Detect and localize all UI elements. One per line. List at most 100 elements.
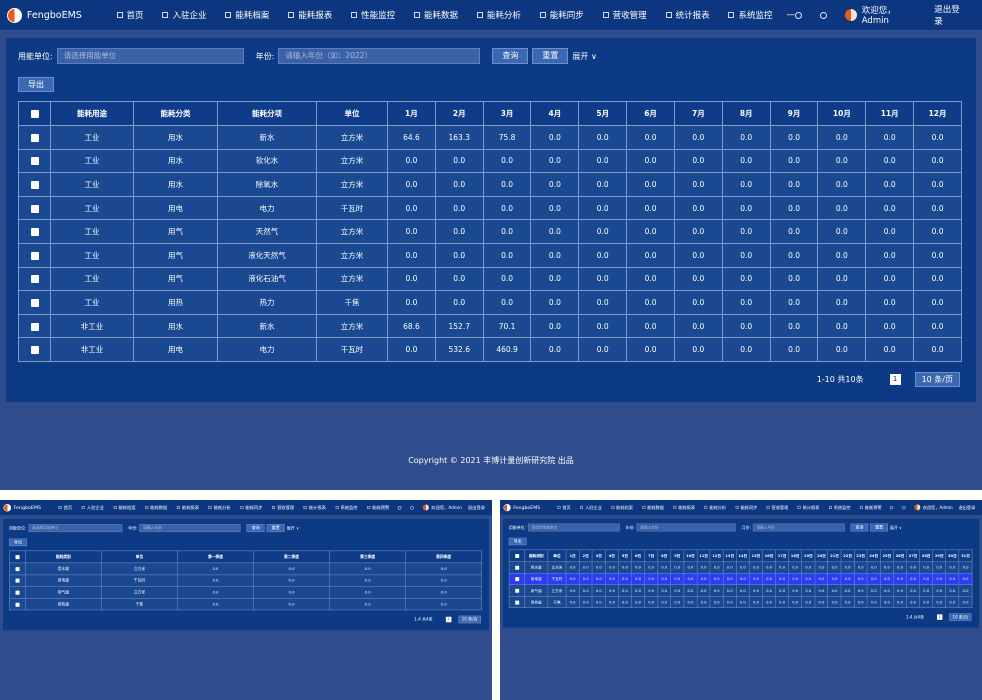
nav-item[interactable]: 能耗分析	[704, 504, 726, 510]
nav-item[interactable]: 能耗同步	[540, 9, 584, 21]
export-button[interactable]: 导出	[9, 538, 28, 547]
search-icon[interactable]	[794, 11, 802, 19]
page-number[interactable]: 1	[936, 614, 943, 620]
search-icon[interactable]	[889, 505, 894, 510]
header-cell	[508, 549, 526, 562]
nav-item[interactable]: 营收管理	[767, 504, 789, 510]
checkbox[interactable]	[30, 157, 39, 166]
cell: 0.0	[853, 596, 868, 609]
checkbox[interactable]	[514, 554, 519, 558]
nav-item[interactable]: 能耗档案	[114, 505, 136, 511]
nav-item[interactable]: 入驻企业	[580, 504, 602, 510]
checkbox[interactable]	[30, 180, 39, 189]
nav-item[interactable]: 入驻企业	[82, 505, 104, 511]
search-icon[interactable]	[397, 505, 402, 510]
header-cell: 单位	[101, 550, 178, 564]
nav-item[interactable]: 能耗同步	[736, 504, 757, 510]
filter-input[interactable]: 请选择用能单位	[28, 524, 123, 533]
filter-input[interactable]: 请选择用能单位	[527, 523, 620, 532]
bell-icon[interactable]	[410, 505, 414, 510]
page-size[interactable]: 10 条/页	[458, 615, 481, 624]
nav-item[interactable]: 统计报表	[304, 505, 326, 511]
checkbox[interactable]	[15, 555, 20, 560]
cell	[508, 584, 526, 597]
nav-more[interactable]: —	[786, 10, 795, 20]
nav-item[interactable]: 首页	[59, 505, 73, 511]
nav-item[interactable]: 能耗档案	[225, 9, 269, 21]
nav-item[interactable]: 能耗分析	[209, 505, 231, 511]
logout[interactable]: 退出登录	[934, 5, 960, 27]
checkbox[interactable]	[15, 578, 20, 583]
cell: 0.0	[736, 596, 750, 609]
expand-button[interactable]: 展开	[287, 525, 299, 531]
checkbox[interactable]	[30, 228, 39, 237]
search-button[interactable]: 查询	[850, 523, 869, 532]
checkbox[interactable]	[15, 602, 20, 607]
nav-item[interactable]: 能耗同步	[240, 505, 262, 511]
cell: 0.0	[673, 266, 723, 292]
export-button[interactable]: 导出	[18, 77, 54, 92]
checkbox[interactable]	[514, 565, 519, 570]
page-number[interactable]: 1	[445, 616, 452, 623]
expand-button[interactable]: 展开	[572, 51, 596, 62]
logo	[3, 503, 12, 512]
nav-item[interactable]: 首页	[117, 9, 144, 21]
bell-icon[interactable]	[902, 505, 906, 510]
reset-button[interactable]: 重置	[266, 524, 285, 533]
nav-item[interactable]: 性能监控	[351, 9, 395, 21]
nav-item[interactable]: 能耗档案	[611, 504, 633, 510]
nav-item[interactable]: 能耗报表	[673, 504, 695, 510]
nav-item[interactable]: 营收管理	[272, 505, 294, 511]
checkbox[interactable]	[30, 133, 39, 142]
nav-item[interactable]: 系统监控	[728, 9, 772, 21]
checkbox[interactable]	[30, 110, 39, 118]
checkbox[interactable]	[30, 346, 39, 355]
nav-item[interactable]: 能耗数据	[145, 505, 167, 511]
checkbox[interactable]	[15, 567, 20, 572]
page-number[interactable]: 1	[889, 374, 901, 386]
checkbox[interactable]	[30, 251, 39, 260]
reset-button[interactable]: 重置	[870, 523, 888, 532]
search-button[interactable]: 查询	[246, 524, 265, 533]
search-button[interactable]: 查询	[492, 48, 529, 64]
nav-item[interactable]: 统计报表	[798, 504, 820, 510]
filter-input[interactable]: 请输入月份	[752, 523, 845, 532]
filter-label: 用能单位:	[18, 51, 53, 61]
logout[interactable]: 退出登录	[958, 505, 976, 511]
expand-button[interactable]: 展开	[890, 525, 902, 530]
filter-input[interactable]: 请选择用能单位	[56, 48, 244, 64]
page-size[interactable]: 10 条/页	[949, 613, 972, 621]
filter-input[interactable]: 请输入年份	[636, 523, 736, 532]
checkbox[interactable]	[514, 588, 519, 593]
nav-item[interactable]: 入驻企业	[162, 9, 206, 21]
nav-item[interactable]: 能耗报表	[177, 505, 199, 511]
checkbox[interactable]	[514, 577, 519, 582]
checkbox[interactable]	[30, 322, 39, 331]
cell	[18, 313, 51, 339]
export-button[interactable]: 导出	[508, 537, 527, 546]
checkbox[interactable]	[30, 298, 39, 307]
table-row: 工业 用气 天然气 立方米 0.0 0.0 0.0 0.0 0.0 0.0 0.0 0.0 0.0 0.0…	[18, 219, 962, 244]
nav-item[interactable]: 能耗数据	[642, 504, 664, 510]
checkbox[interactable]	[30, 204, 39, 213]
filter-input[interactable]: 请输入年份	[139, 524, 241, 533]
page-size[interactable]: 10 条/页	[914, 372, 960, 388]
nav-item[interactable]: 能耗报表	[288, 9, 332, 21]
logout[interactable]: 退出登录	[467, 505, 485, 511]
nav-item[interactable]: 能耗分析	[477, 9, 521, 21]
checkbox[interactable]	[514, 600, 519, 605]
nav-item[interactable]: 能耗数据	[414, 9, 458, 21]
nav-item[interactable]: 系统监控	[336, 505, 358, 511]
bell-icon[interactable]	[819, 11, 827, 19]
nav-item[interactable]: 首页	[557, 504, 570, 510]
nav-item[interactable]: 系统监控	[829, 504, 851, 510]
nav-item[interactable]: 能耗预警	[860, 504, 882, 510]
filter-input[interactable]: 请输入年份（如：2022）	[278, 48, 481, 64]
nav-item[interactable]: 营收管理	[603, 9, 647, 21]
checkbox[interactable]	[15, 590, 20, 595]
cell: 0.0	[762, 584, 776, 597]
nav-item[interactable]: 统计报表	[666, 9, 710, 21]
reset-button[interactable]: 重置	[532, 48, 569, 64]
checkbox[interactable]	[30, 275, 39, 284]
nav-item[interactable]: 能耗预警	[367, 505, 389, 511]
